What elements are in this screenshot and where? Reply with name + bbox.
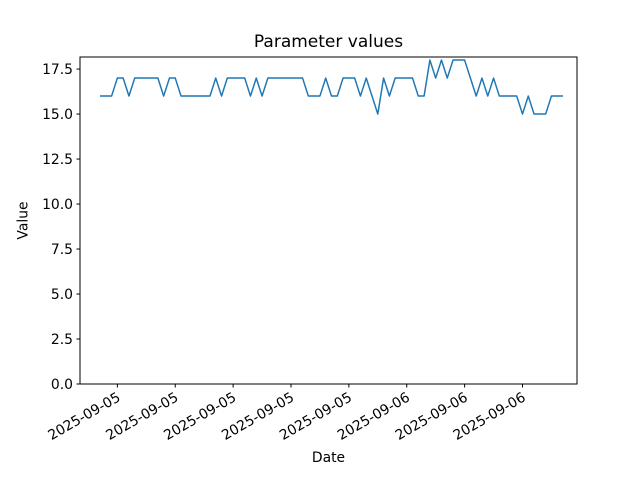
y-tick-label: 7.5 <box>51 242 73 258</box>
y-axis-label: Value <box>16 201 32 239</box>
y-tick-label: 5.0 <box>51 287 73 303</box>
y-tick-label: 2.5 <box>51 332 73 348</box>
y-tick-label: 17.5 <box>42 62 73 78</box>
plot-border <box>79 56 578 385</box>
y-tick-label: 0.0 <box>51 377 73 393</box>
data-line <box>100 59 563 115</box>
plot-area: 0.02.55.07.510.012.515.017.52025-09-0520… <box>42 56 578 444</box>
x-axis-label: Date <box>312 450 345 466</box>
y-tick-label: 15.0 <box>42 107 73 123</box>
y-tick-label: 10.0 <box>42 197 73 213</box>
y-tick-label: 12.5 <box>42 152 73 168</box>
chart-title: Parameter values <box>254 32 403 52</box>
